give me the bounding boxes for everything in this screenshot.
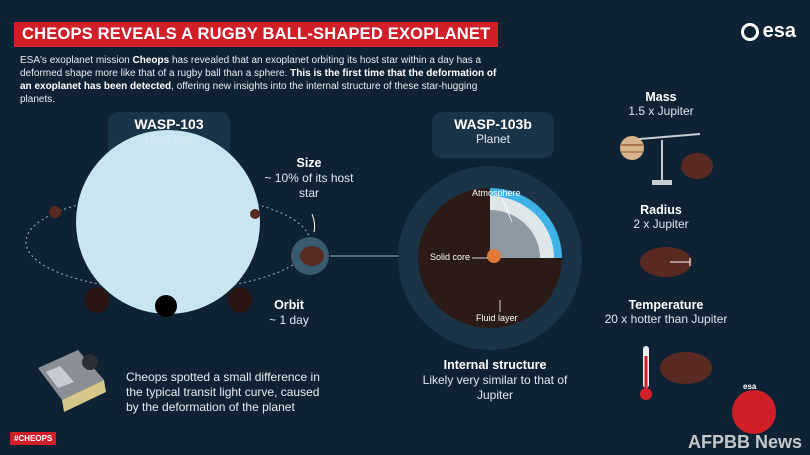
star-name: WASP-103	[134, 116, 204, 132]
star-desc: Host star	[144, 132, 193, 146]
radius-value: 2 x Jupiter	[633, 217, 689, 231]
jupiter-icon	[620, 136, 644, 160]
size-value: ~ 10% of its host star	[264, 171, 354, 200]
hashtag: #CHEOPS	[10, 432, 57, 445]
planet-label: WASP-103b Planet	[432, 117, 554, 147]
mass-metric: Mass 1.5 x Jupiter	[596, 90, 726, 118]
size-label: Size ~ 10% of its host star	[262, 156, 356, 201]
esa-logo: esa	[740, 20, 796, 43]
star-label: WASP-103 Host star	[108, 117, 230, 147]
transit-planet-2	[155, 295, 177, 317]
solid-core	[487, 249, 501, 263]
cheops-note: Cheops spotted a small difference in the…	[126, 370, 320, 414]
fluid-layer-label: Fluid layer	[476, 313, 518, 323]
internal-heading: Internal structure	[443, 358, 547, 372]
cheops-badge	[732, 390, 776, 434]
internal-value: Likely very similar to that of Jupiter	[422, 373, 568, 402]
inner-layer-wedge	[490, 210, 540, 258]
transit-planet-3	[228, 287, 252, 313]
orbit-value: ~ 1 day	[269, 313, 309, 327]
mass-planet-icon	[681, 153, 713, 179]
temperature-metric: Temperature 20 x hotter than Jupiter	[586, 298, 746, 326]
planet-label-panel	[432, 112, 554, 158]
size-heading: Size	[296, 156, 322, 170]
scale-base	[652, 180, 672, 185]
internal-structure: Internal structure Likely very similar t…	[420, 358, 570, 403]
mass-value: 1.5 x Jupiter	[628, 104, 694, 118]
temperature-planet-icon	[660, 352, 712, 384]
badge-esa: esa	[743, 382, 757, 391]
temperature-value: 20 x hotter than Jupiter	[604, 312, 728, 326]
temperature-heading: Temperature	[628, 298, 704, 312]
planet-desc: Planet	[475, 132, 511, 146]
mass-heading: Mass	[645, 90, 677, 104]
size-arrow	[311, 213, 316, 233]
orbit-planet-right	[250, 209, 260, 219]
transit-planet-1	[85, 287, 109, 313]
intro-text: ESA's exoplanet mission Cheops has revea…	[20, 55, 497, 105]
watermark: AFPBB News	[687, 432, 802, 452]
orbit-planet-left	[49, 206, 61, 218]
atmosphere-label: Atmosphere	[472, 188, 521, 198]
atmosphere-pointer	[501, 197, 513, 223]
solid-core-label: Solid core	[430, 252, 471, 262]
orbit-label: Orbit ~ 1 day	[254, 298, 324, 328]
page-title: CHEOPS REVEALS A RUGBY BALL-SHAPED EXOPL…	[14, 22, 499, 47]
host-star	[76, 130, 260, 314]
radius-heading: Radius	[640, 203, 682, 217]
planet-thumb	[300, 246, 324, 266]
esa-logo-icon	[740, 22, 759, 41]
orbit-heading: Orbit	[274, 298, 304, 312]
planet-name: WASP-103b	[454, 116, 532, 132]
scale-beam	[627, 133, 701, 141]
radius-planet-icon	[640, 247, 692, 277]
radius-metric: Radius 2 x Jupiter	[596, 203, 726, 231]
cheops-satellite-icon	[38, 350, 106, 412]
